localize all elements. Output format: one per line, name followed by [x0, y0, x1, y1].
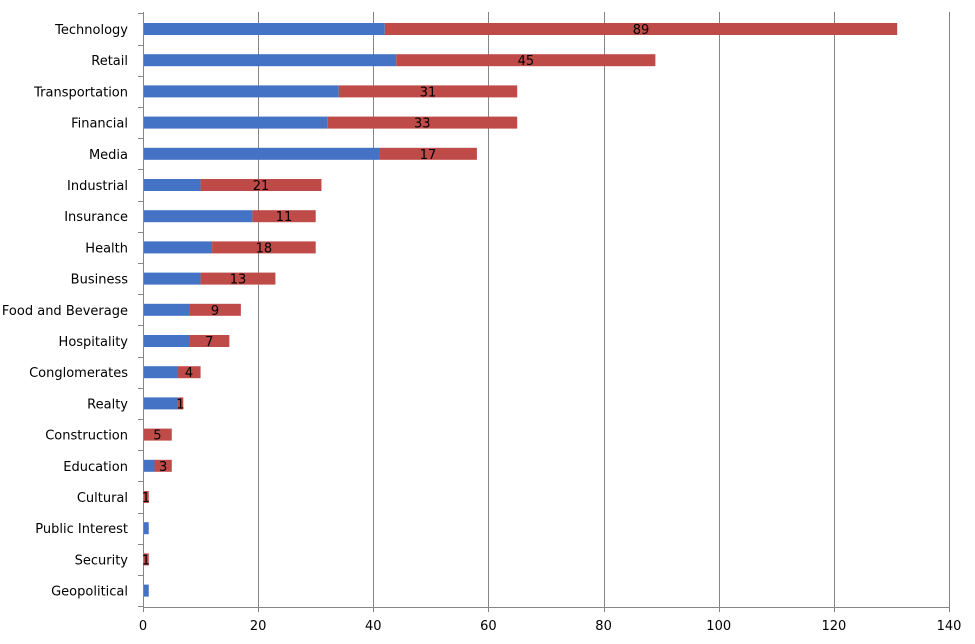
data-label: 33: [414, 117, 431, 132]
category-label: Education: [63, 460, 128, 475]
x-tick-label: 60: [480, 619, 497, 634]
data-label: 3: [159, 460, 167, 475]
category-label: Food and Beverage: [2, 304, 128, 319]
bar-segment: [143, 272, 201, 285]
data-label: 31: [420, 85, 437, 100]
category-label: Technology: [54, 23, 128, 38]
bar-segment: [143, 85, 339, 98]
category-label: Financial: [71, 117, 128, 132]
bar-segment: [379, 147, 477, 160]
bar-segment: [143, 303, 190, 316]
x-tick-label: 100: [706, 619, 731, 634]
category-label: Health: [85, 241, 128, 256]
data-label: 18: [256, 241, 273, 256]
data-label: 9: [211, 304, 219, 319]
bar-segment: [189, 335, 230, 347]
data-label: 17: [420, 148, 437, 163]
data-label: 11: [276, 210, 293, 225]
bar-segment: [252, 210, 316, 223]
bar-segment: [143, 522, 149, 535]
bar-segment: [200, 272, 276, 285]
category-label: Insurance: [64, 210, 128, 225]
data-label: 4: [185, 366, 193, 381]
category-label: Business: [71, 273, 129, 288]
category-label: Retail: [91, 54, 128, 69]
category-label: Cultural: [77, 491, 128, 506]
bar-segment: [143, 491, 149, 503]
category-label: Industrial: [67, 179, 128, 194]
data-label: 1: [176, 397, 184, 412]
bar-segment: [143, 116, 328, 129]
bar-segment: [143, 179, 201, 191]
bar-segment: [189, 303, 241, 316]
bar-segment: [177, 397, 184, 410]
x-tick-label: 120: [821, 619, 846, 634]
x-tick-label: 20: [250, 619, 267, 634]
x-tick-label: 0: [139, 619, 147, 634]
bar-segment: [327, 116, 518, 129]
bar-segment: [143, 23, 385, 35]
category-label: Media: [89, 148, 128, 163]
data-label: 1: [142, 553, 150, 568]
bar-segment: [143, 428, 172, 441]
bar-segment: [143, 459, 155, 472]
x-tick-label: 80: [595, 619, 612, 634]
bar-segment: [384, 23, 898, 35]
bar-segment: [200, 179, 322, 191]
bar-segment: [177, 366, 201, 379]
category-label: Geopolitical: [51, 585, 128, 600]
bar-segment: [143, 397, 178, 410]
bar-segment: [143, 335, 190, 347]
category-label: Transportation: [33, 85, 128, 100]
data-label: 7: [205, 335, 213, 350]
category-label: Construction: [45, 429, 128, 444]
bar-segment: [154, 459, 172, 472]
category-label: Hospitality: [59, 335, 129, 350]
category-label: Security: [75, 553, 129, 568]
data-label: 1: [142, 491, 150, 506]
bar-segment: [143, 366, 178, 379]
category-label: Conglomerates: [29, 366, 128, 381]
bar-segment: [212, 241, 316, 254]
bar-segment: [338, 85, 518, 98]
data-label: 13: [230, 273, 247, 288]
data-label: 45: [518, 54, 535, 69]
bar-segment: [396, 54, 656, 67]
x-tick-label: 40: [365, 619, 382, 634]
data-label: 21: [253, 179, 270, 194]
bar-segment: [143, 241, 213, 254]
x-tick-label: 140: [937, 619, 962, 634]
bar-segment: [143, 147, 380, 160]
data-label: 5: [153, 429, 161, 444]
category-label: Realty: [87, 397, 128, 412]
bar-segment: [143, 210, 253, 223]
data-label: 89: [633, 23, 650, 38]
bar-segment: [143, 54, 397, 67]
bar-segment: [143, 553, 149, 566]
category-label: Public Interest: [35, 522, 128, 537]
bar-segment: [143, 584, 149, 597]
